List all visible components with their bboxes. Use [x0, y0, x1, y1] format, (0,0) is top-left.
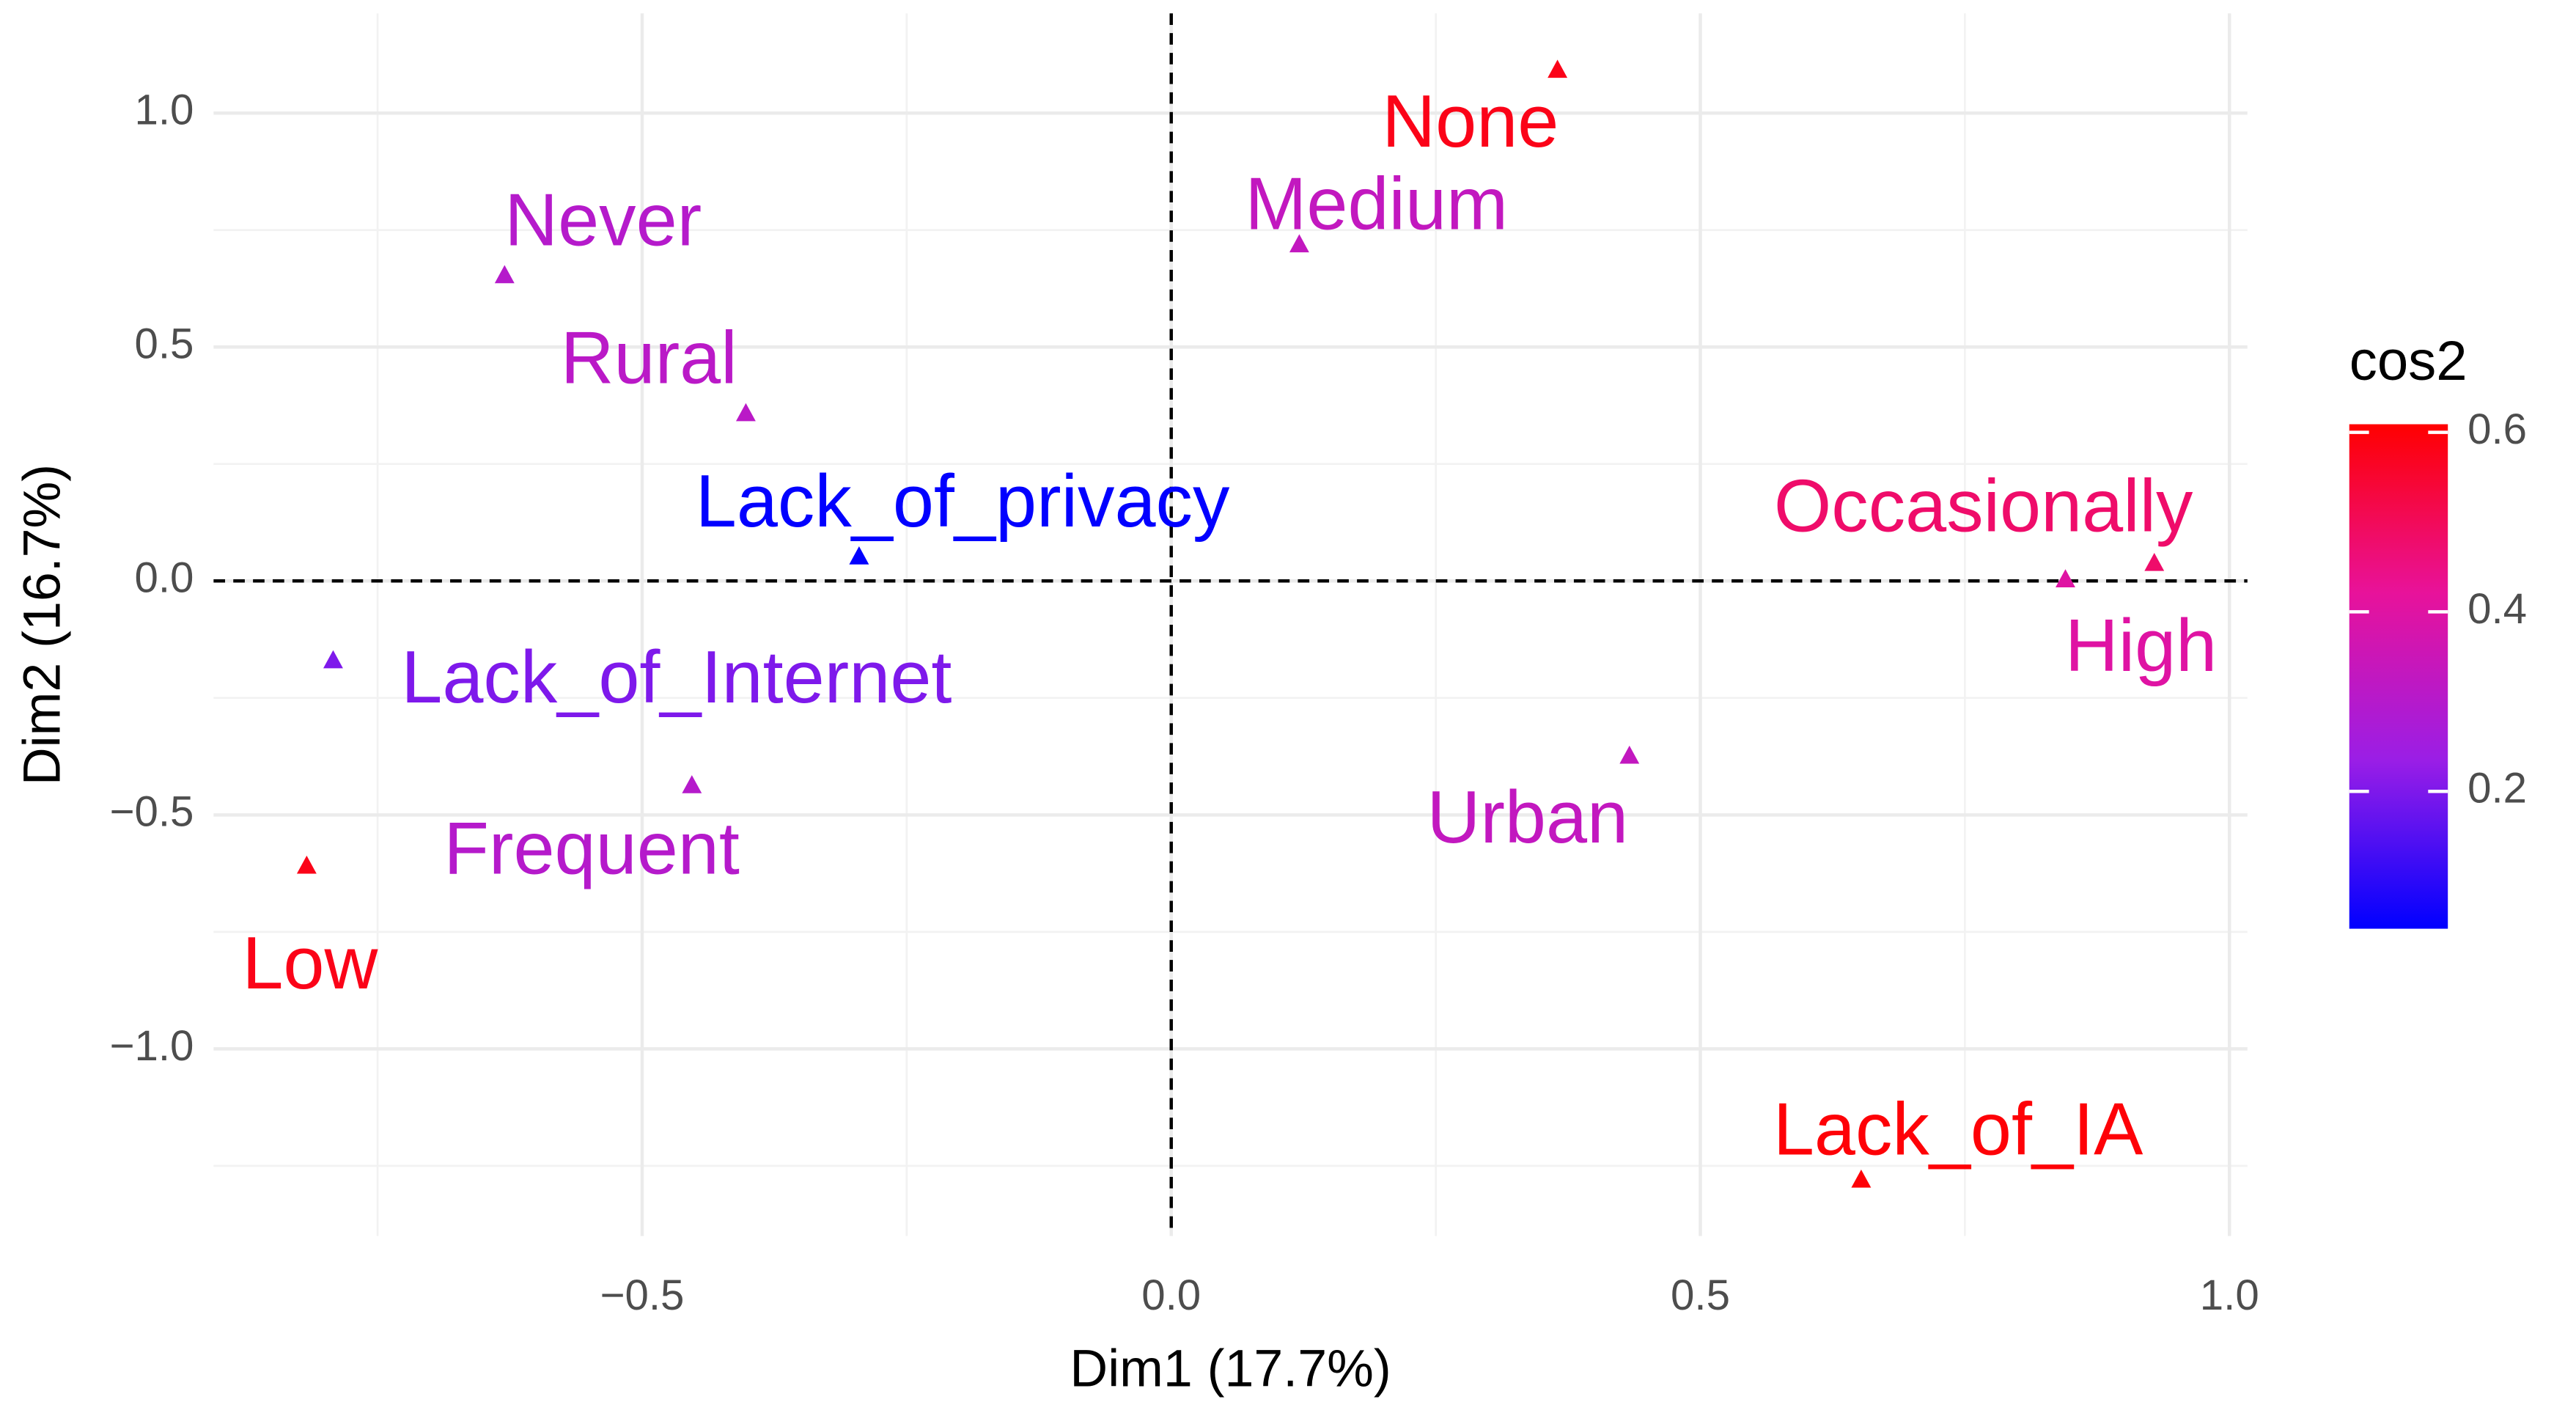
- y-tick-label: −0.5: [109, 788, 194, 836]
- y-tick-label: −1.0: [109, 1022, 194, 1070]
- x-tick-label: 0.5: [1671, 1271, 1730, 1319]
- point: [849, 546, 869, 565]
- point-label: None: [1382, 81, 1559, 163]
- y-tick-label: 0.5: [134, 320, 194, 368]
- colorbar-label: 0.6: [2468, 405, 2527, 453]
- point: [1548, 59, 1568, 78]
- point: [1851, 1169, 1872, 1188]
- point-label: Urban: [1427, 777, 1629, 859]
- point-label: Frequent: [444, 807, 740, 889]
- point: [2056, 569, 2075, 587]
- x-axis-title: Dim1 (17.7%): [1070, 1340, 1391, 1398]
- point: [494, 265, 515, 284]
- point: [1289, 234, 1309, 253]
- point: [682, 775, 702, 793]
- point-label: Occasionally: [1774, 466, 2193, 548]
- point-label: Lack_of_Internet: [401, 636, 952, 719]
- point-label: Lack_of_privacy: [696, 460, 1230, 543]
- point: [323, 650, 343, 669]
- y-axis-title: Dim2 (16.7%): [13, 464, 72, 785]
- point: [296, 855, 317, 874]
- point: [2144, 552, 2165, 571]
- colorbar-label: 0.4: [2468, 585, 2527, 633]
- x-tick-label: 0.0: [1141, 1271, 1201, 1319]
- x-tick-label: −0.5: [600, 1271, 684, 1319]
- x-tick-label: 1.0: [2200, 1271, 2259, 1319]
- colorbar-label: 0.2: [2468, 765, 2527, 812]
- y-tick-label: 1.0: [134, 87, 194, 134]
- point-label: Medium: [1245, 163, 1508, 245]
- point-label: Low: [242, 922, 378, 1005]
- point-label: Never: [504, 179, 702, 261]
- point-label: Rural: [561, 318, 737, 400]
- point-label: Lack_of_IA: [1773, 1089, 2143, 1171]
- colorbar: [2349, 424, 2448, 929]
- point: [735, 403, 756, 422]
- point-label: High: [2065, 605, 2217, 687]
- point: [1619, 745, 1640, 764]
- legend-title: cos2: [2349, 330, 2468, 392]
- y-tick-label: 0.0: [134, 554, 194, 602]
